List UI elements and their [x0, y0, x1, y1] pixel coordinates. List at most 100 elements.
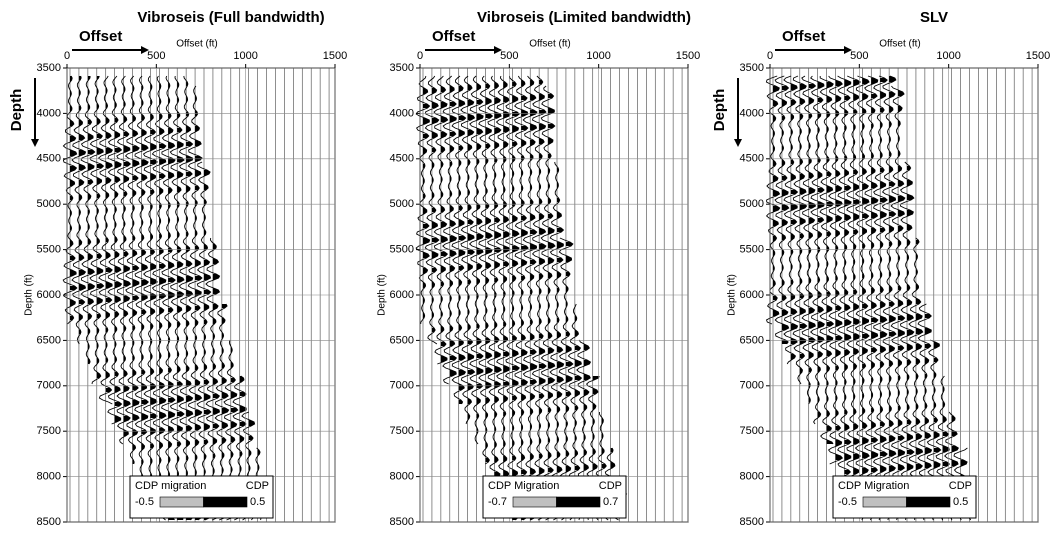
trace-fill: [889, 406, 892, 412]
trace-fill: [177, 426, 183, 432]
trace-fill: [467, 160, 471, 166]
trace-fill: [204, 350, 206, 354]
trace-fill: [195, 186, 200, 190]
trace-fill: [476, 114, 484, 120]
colorbar-label: CDP Migration: [488, 480, 559, 492]
trace-fill: [808, 338, 816, 342]
trace-fill: [898, 360, 902, 366]
trace-fill: [960, 460, 968, 466]
trace-fill: [186, 426, 192, 432]
trace-fill: [808, 278, 811, 284]
trace-fill: [862, 394, 864, 398]
trace-fill: [485, 352, 492, 358]
trace-fill: [221, 468, 224, 474]
trace-fill: [186, 440, 190, 446]
trace-fill: [548, 422, 550, 428]
trace-fill: [114, 312, 119, 318]
trace-wiggle: [116, 75, 132, 445]
trace-fill: [907, 390, 909, 394]
trace-fill: [844, 80, 851, 86]
x-tick-label: 1500: [1026, 50, 1050, 62]
x-tick-label: 1000: [936, 50, 960, 62]
trace-fill: [521, 96, 528, 100]
trace-fill: [907, 284, 910, 290]
trace-fill: [123, 340, 125, 346]
trace-fill: [114, 402, 122, 406]
trace-fill: [880, 228, 885, 232]
trace-fill: [485, 174, 487, 178]
trace-fill: [440, 86, 446, 92]
trace-fill: [557, 422, 559, 428]
trace-fill: [485, 114, 493, 118]
trace-fill: [78, 150, 86, 156]
trace-fill: [880, 78, 888, 82]
trace-fill: [186, 456, 189, 460]
y-tick-label: 5500: [37, 244, 61, 256]
trace-fill: [781, 190, 789, 196]
colorbar-negative: [512, 496, 557, 508]
trace-fill: [898, 120, 901, 126]
trace-fill: [844, 364, 848, 370]
trace-fill: [773, 130, 775, 136]
trace-fill: [239, 452, 243, 456]
trace-fill: [204, 380, 209, 384]
trace-fill: [889, 152, 892, 156]
trace-fill: [221, 348, 224, 354]
trace-fill: [458, 236, 466, 240]
trace-fill: [565, 392, 571, 396]
trace-fill: [440, 236, 448, 242]
trace-fill: [221, 408, 229, 414]
trace-fill: [212, 438, 217, 444]
trace-fill: [96, 298, 103, 304]
trace-fill: [826, 306, 832, 312]
trace-fill: [853, 334, 860, 340]
trace-fill: [835, 80, 843, 86]
trace-fill: [150, 204, 153, 210]
trace-fill: [853, 274, 856, 280]
trace-fill: [781, 294, 787, 300]
trace-fill: [583, 390, 589, 396]
trace-fill: [431, 312, 434, 318]
trace-fill: [521, 304, 523, 310]
trace-fill: [548, 184, 550, 188]
trace-fill: [557, 346, 563, 352]
trace-fill: [826, 410, 830, 416]
trace-fill: [114, 266, 121, 272]
trace-fill: [790, 84, 798, 90]
trace-fill: [177, 232, 180, 238]
trace-fill: [221, 362, 225, 368]
trace-fill: [530, 408, 533, 414]
trace-fill: [880, 362, 884, 368]
trace-fill: [96, 104, 99, 110]
trace-fill: [431, 148, 436, 152]
trace-fill: [458, 280, 462, 286]
trace-fill: [458, 340, 464, 346]
trace-fill: [548, 198, 551, 204]
y-tick-label: 7000: [390, 380, 414, 392]
y-tick-label: 5000: [37, 198, 61, 210]
trace-fill: [889, 466, 896, 472]
trace-fill: [844, 230, 849, 236]
y-tick-label: 4500: [740, 153, 764, 165]
trace-fill: [70, 286, 77, 290]
trace-fill: [808, 202, 816, 208]
trace-fill: [898, 406, 901, 410]
trace-fill: [467, 174, 469, 180]
colorbar-negative: [862, 496, 907, 508]
trace-fill: [114, 342, 117, 346]
colorbar-positive: [556, 496, 601, 508]
trace-fill: [467, 398, 472, 404]
trace-fill: [177, 382, 183, 386]
trace-wiggle: [531, 75, 547, 521]
trace-fill: [826, 396, 829, 402]
trace-fill: [521, 80, 525, 86]
trace-fill: [853, 438, 860, 444]
trace-fill: [141, 400, 149, 404]
trace-fill: [889, 136, 891, 142]
trace-fill: [521, 334, 526, 340]
trace-fill: [826, 246, 829, 252]
trace-fill: [423, 282, 426, 288]
trace-fill: [844, 96, 851, 100]
trace-fill: [871, 242, 874, 248]
trace-fill: [853, 170, 858, 174]
